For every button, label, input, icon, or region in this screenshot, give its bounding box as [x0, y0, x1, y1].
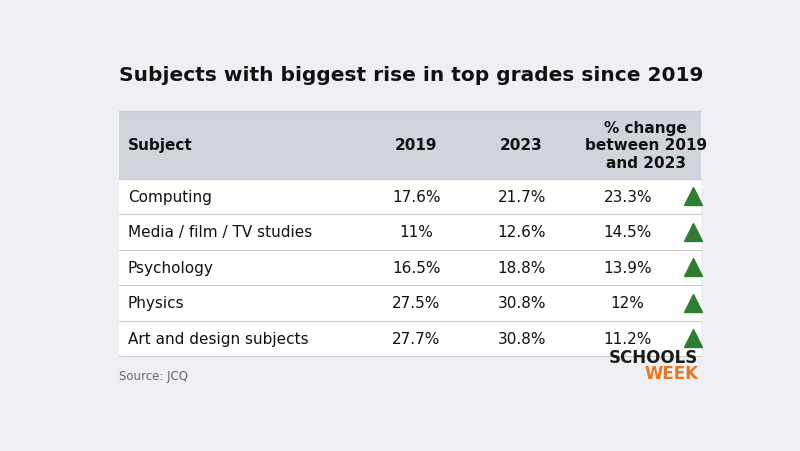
Text: 12.6%: 12.6%	[498, 225, 546, 240]
Text: 2019: 2019	[395, 138, 438, 153]
Text: Psychology: Psychology	[128, 260, 214, 275]
Text: 23.3%: 23.3%	[603, 189, 652, 204]
Text: Media / film / TV studies: Media / film / TV studies	[128, 225, 312, 240]
Text: Subjects with biggest rise in top grades since 2019: Subjects with biggest rise in top grades…	[118, 66, 703, 85]
Text: 17.6%: 17.6%	[392, 189, 441, 204]
Text: Art and design subjects: Art and design subjects	[128, 331, 309, 346]
Text: 30.8%: 30.8%	[498, 295, 546, 311]
Bar	[118, 111, 702, 179]
Text: 21.7%: 21.7%	[498, 189, 546, 204]
Text: SCHOOLS: SCHOOLS	[609, 349, 698, 367]
Text: 30.8%: 30.8%	[498, 331, 546, 346]
Text: 27.7%: 27.7%	[392, 331, 440, 346]
Text: 27.5%: 27.5%	[392, 295, 440, 311]
Text: 11%: 11%	[399, 225, 433, 240]
Text: Physics: Physics	[128, 295, 185, 311]
Text: 12%: 12%	[611, 295, 645, 311]
Text: 2023: 2023	[500, 138, 543, 153]
Text: Subject: Subject	[128, 138, 193, 153]
Text: 11.2%: 11.2%	[603, 331, 652, 346]
Bar	[118, 111, 702, 356]
Text: Computing: Computing	[128, 189, 212, 204]
Text: % change
between 2019
and 2023: % change between 2019 and 2023	[585, 120, 706, 170]
Text: 18.8%: 18.8%	[498, 260, 546, 275]
Text: 13.9%: 13.9%	[603, 260, 652, 275]
Text: 16.5%: 16.5%	[392, 260, 441, 275]
Text: WEEK: WEEK	[644, 364, 698, 382]
Text: 14.5%: 14.5%	[603, 225, 652, 240]
Text: Source: JCQ: Source: JCQ	[118, 369, 187, 382]
